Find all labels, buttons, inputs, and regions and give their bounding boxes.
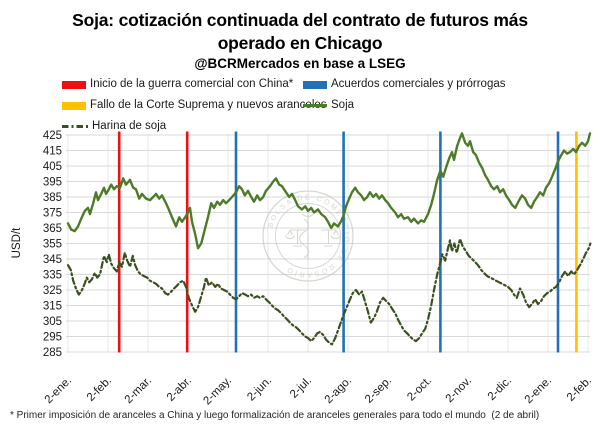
chart-title: Soja: cotización continuada del contrato… (72, 10, 528, 54)
legend-label: Soja (331, 99, 355, 111)
x-tick-label: 2-sep. (363, 375, 394, 406)
watermark-text: BOLSA DE COMERCIO DE ROSARIO (266, 192, 350, 279)
legend-item-acuerdos: Acuerdos comerciales y prórrogas (303, 78, 506, 91)
soja-line (66, 132, 592, 250)
x-tick-label: 2-abr. (165, 375, 194, 404)
svg-text:BOLSA DE COMERCIO DE ROSARIO: BOLSA DE COMERCIO DE ROSARIO (266, 192, 352, 279)
legend-label: Inicio de la guerra comercial con China* (90, 78, 294, 90)
x-tick-label: 2-oct. (405, 375, 434, 404)
legend-item-fallo-corte: Fallo de la Corte Suprema y nuevos aranc… (62, 99, 327, 112)
y-tick-label: 325 (43, 285, 62, 297)
y-tick-label: 365 (43, 223, 62, 235)
y-tick-label: 285 (43, 347, 62, 359)
caduceus-and-scales-emblem (284, 212, 341, 260)
x-tick-label: 2-may. (201, 375, 234, 408)
legend-label: Harina de soja (92, 120, 167, 132)
y-tick-label: 315 (43, 301, 62, 313)
axis-labels: 425 415 405 395 385 375 365 355 345 335 325 315 305 2… (11, 130, 594, 407)
y-tick-label: 385 (43, 192, 62, 204)
y-tick-label: 345 (43, 254, 62, 266)
legend-swatch-green-line (303, 104, 327, 108)
x-tick-label: 2-jun. (245, 375, 274, 404)
legend-label: Fallo de la Corte Suprema y nuevos aranc… (90, 99, 327, 111)
x-tick-label: 2-nov. (444, 375, 474, 405)
x-tick-label: 2-jul. (288, 375, 314, 401)
y-tick-label: 415 (43, 146, 62, 158)
y-tick-label: 335 (43, 270, 62, 282)
y-tick-label: 375 (43, 208, 62, 220)
x-tick-label: 2-ene. (523, 375, 555, 407)
legend-swatch-red-bar (62, 80, 86, 89)
y-tick-label: 355 (43, 239, 62, 251)
y-tick-label: 395 (43, 177, 62, 189)
y-axis-title: USD/t (11, 227, 23, 258)
footnote: * Primer imposición de aranceles a China… (10, 410, 540, 421)
x-tick-label: 2-mar. (123, 375, 155, 407)
y-tick-label: 305 (43, 316, 62, 328)
y-tick-label: 405 (43, 161, 62, 173)
legend-item-soja: Soja (303, 99, 355, 112)
y-tick-label: 295 (43, 332, 62, 344)
x-tick-label: 2-ago. (323, 375, 355, 407)
legend-label: Acuerdos comerciales y prórrogas (331, 78, 506, 90)
legend-swatch-dash-line (62, 125, 88, 129)
x-tick-label: 2-feb. (565, 375, 594, 404)
harina-de-soja-line (66, 237, 592, 346)
data-series (66, 132, 592, 346)
legend-item-harina: Harina de soja (62, 120, 167, 133)
legend-item-guerra-comercial: Inicio de la guerra comercial con China* (62, 78, 294, 91)
x-tick-label: 2-ene. (43, 375, 75, 407)
legend-swatch-blue-bar (303, 80, 327, 89)
x-tick-label: 2-dic. (486, 375, 514, 403)
chart-subtitle: @BCRMercados en base a LSEG (194, 56, 406, 71)
x-tick-label: 2-feb. (85, 375, 114, 404)
y-tick-label: 425 (43, 130, 62, 142)
legend-swatch-yellow-bar (62, 101, 86, 110)
